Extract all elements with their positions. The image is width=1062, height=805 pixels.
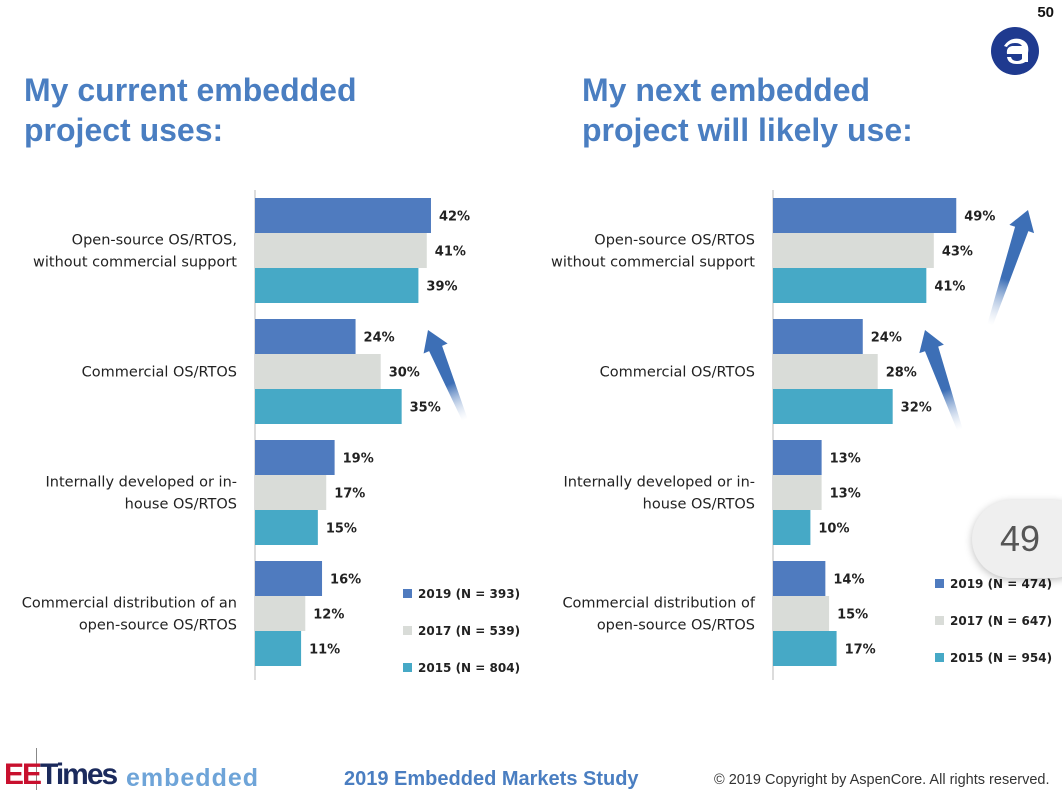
bar [255, 389, 402, 424]
bar [255, 354, 381, 389]
data-label: 32% [901, 401, 932, 416]
footer-divider [36, 748, 37, 790]
legend-label: 2015 (N = 954) [950, 651, 1052, 665]
category-label: Open-source OS/RTOS, [72, 233, 237, 249]
category-label: house OS/RTOS [643, 497, 755, 513]
category-label: Commercial OS/RTOS [82, 365, 237, 381]
category-label: Commercial distribution of [562, 596, 755, 612]
legend-label: 2019 (N = 474) [950, 577, 1052, 591]
bar [255, 510, 318, 545]
category-label: open-source OS/RTOS [597, 618, 755, 634]
page-badge [972, 500, 1062, 578]
bar [255, 319, 356, 354]
legend-label: 2019 (N = 393) [418, 587, 520, 601]
page-badge-number: 49 [1000, 518, 1041, 559]
category-label: Internally developed or in- [564, 475, 755, 491]
category-label: Commercial distribution of an [22, 596, 237, 612]
bar [255, 561, 323, 596]
bar [255, 475, 327, 510]
data-label: 39% [426, 280, 457, 295]
data-label: 16% [330, 573, 361, 588]
data-label: 13% [830, 487, 861, 502]
category-label: without commercial support [33, 255, 237, 271]
bar [773, 233, 934, 268]
data-label: 41% [934, 280, 965, 295]
trend-arrow-icon [919, 330, 963, 431]
data-label: 17% [845, 643, 876, 658]
left-panel-title: My current embedded project uses: [24, 72, 357, 148]
legend-swatch [935, 616, 944, 625]
legend-swatch [403, 589, 412, 598]
trend-arrow-icon [423, 330, 468, 422]
data-label: 15% [837, 608, 868, 623]
bar [773, 475, 822, 510]
data-label: 35% [410, 401, 441, 416]
footer-study-title: 2019 Embedded Markets Study [344, 768, 639, 790]
bar [773, 510, 811, 545]
bar [773, 596, 830, 631]
data-label: 13% [830, 452, 861, 467]
bar [773, 198, 957, 233]
category-label: house OS/RTOS [125, 497, 237, 513]
category-label: without commercial support [551, 255, 755, 271]
legend-swatch [935, 579, 944, 588]
bar [773, 561, 826, 596]
legend-swatch [935, 653, 944, 662]
legend-label: 2015 (N = 804) [418, 661, 520, 675]
legend-swatch [403, 663, 412, 672]
legend-label: 2017 (N = 539) [418, 624, 520, 638]
aspencore-logo [991, 27, 1039, 75]
bar [255, 440, 335, 475]
bar [773, 319, 863, 354]
current-project-chart: Open-source OS/RTOS, without commercial s… [22, 190, 520, 680]
data-label: 41% [435, 245, 466, 260]
data-label: 24% [871, 331, 902, 346]
data-label: 15% [326, 522, 357, 537]
data-label: 11% [309, 643, 340, 658]
category-label: Internally developed or in- [46, 475, 237, 491]
trend-arrow-icon [987, 210, 1035, 326]
data-label: 24% [364, 331, 395, 346]
bar [773, 440, 822, 475]
data-label: 12% [313, 608, 344, 623]
bar [773, 354, 878, 389]
data-label: 19% [343, 452, 374, 467]
embedded-logo: embedded [126, 764, 260, 792]
page-number: 50 [1037, 4, 1054, 21]
data-label: 28% [886, 366, 917, 381]
bar [255, 631, 302, 666]
bar [255, 198, 431, 233]
category-label: Open-source OS/RTOS [594, 233, 755, 249]
bar [255, 233, 427, 268]
data-label: 17% [334, 487, 365, 502]
bar [773, 631, 837, 666]
next-project-chart: Open-source OS/RTOS without commercial su… [551, 190, 1052, 680]
eetimes-logo: EETimes [4, 758, 118, 791]
bar [773, 268, 927, 303]
data-label: 30% [389, 366, 420, 381]
bar [773, 389, 893, 424]
legend-label: 2017 (N = 647) [950, 614, 1052, 628]
legend-swatch [403, 626, 412, 635]
bar [255, 268, 419, 303]
category-label: open-source OS/RTOS [79, 618, 237, 634]
bar [255, 596, 306, 631]
category-label: Commercial OS/RTOS [600, 365, 755, 381]
right-panel-title: My next embedded project will likely use… [582, 72, 913, 148]
data-label: 43% [942, 245, 973, 260]
data-label: 14% [833, 573, 864, 588]
data-label: 42% [439, 210, 470, 225]
footer-copyright: © 2019 Copyright by AspenCore. All right… [714, 772, 1050, 788]
data-label: 10% [818, 522, 849, 537]
data-label: 49% [964, 210, 995, 225]
